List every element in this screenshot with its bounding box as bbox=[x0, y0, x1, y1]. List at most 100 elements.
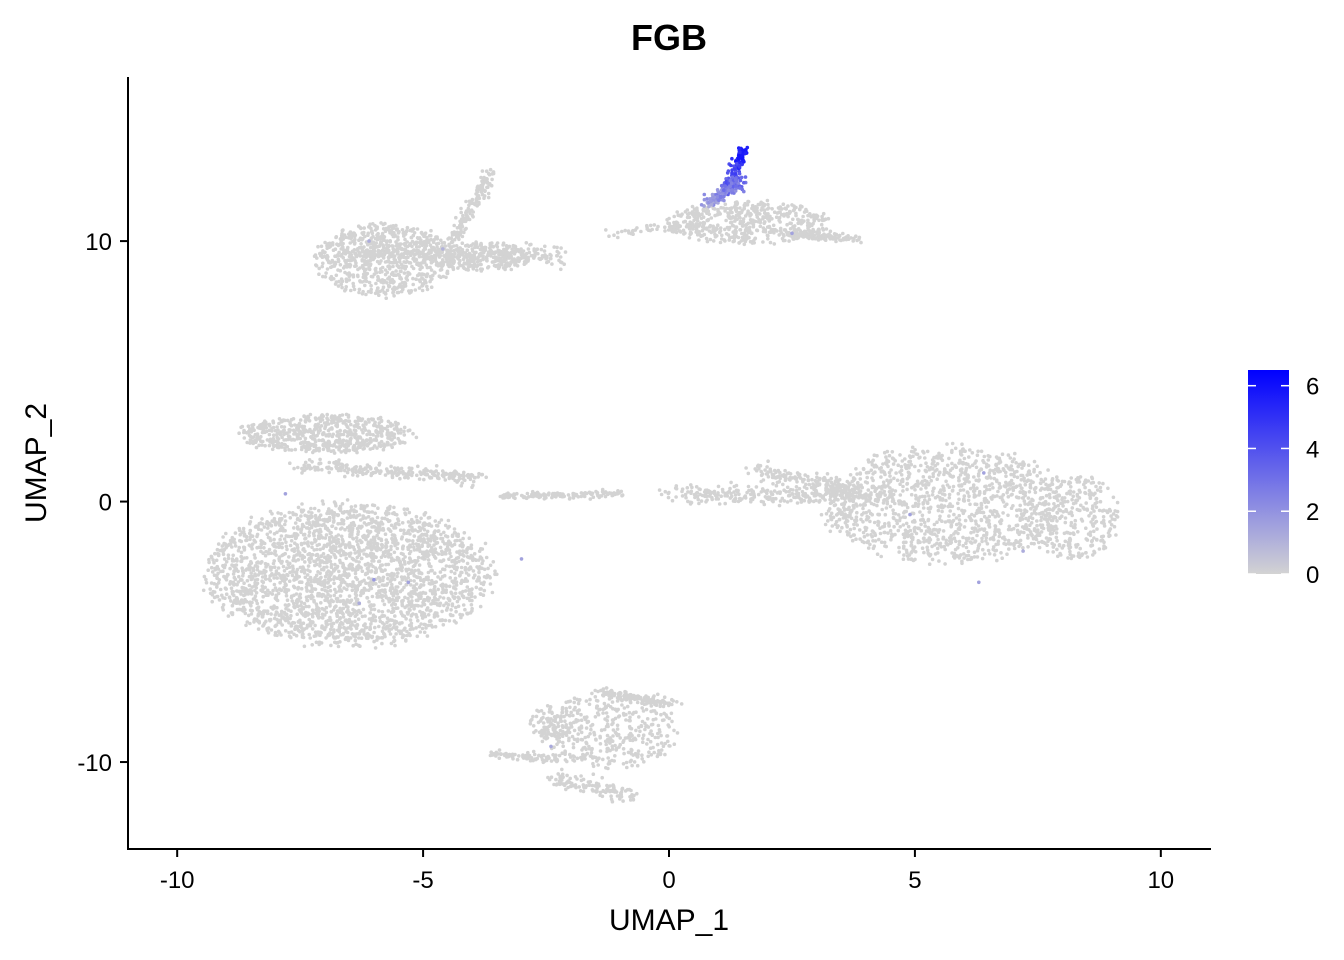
cell-point bbox=[1039, 477, 1043, 482]
cell-point bbox=[377, 441, 382, 446]
cell-point bbox=[823, 522, 828, 527]
cell-point bbox=[255, 567, 260, 572]
cell-point bbox=[368, 529, 373, 534]
cell-point bbox=[391, 594, 396, 598]
cell-point bbox=[358, 236, 363, 240]
cell-point bbox=[363, 614, 367, 618]
cell-point bbox=[437, 520, 442, 525]
cell-point bbox=[326, 428, 331, 433]
cell-point bbox=[402, 260, 406, 264]
cell-point bbox=[412, 545, 416, 550]
cell-point bbox=[1022, 499, 1027, 503]
cell-point bbox=[295, 437, 300, 441]
cell-point bbox=[468, 588, 472, 592]
cell-point bbox=[859, 517, 863, 522]
cell-point bbox=[407, 632, 411, 637]
cell-point bbox=[367, 600, 371, 604]
cell-point bbox=[347, 617, 352, 622]
cell-point bbox=[313, 587, 318, 592]
cell-point bbox=[481, 582, 486, 587]
cell-point bbox=[244, 587, 248, 591]
cell-point bbox=[363, 283, 367, 288]
cell-point bbox=[339, 418, 343, 423]
cell-point bbox=[366, 542, 370, 547]
cell-point bbox=[373, 423, 378, 428]
cell-point bbox=[334, 604, 338, 608]
cell-point bbox=[444, 552, 448, 556]
cell-point bbox=[392, 550, 397, 555]
cell-point bbox=[259, 539, 263, 543]
cell-point bbox=[459, 565, 464, 570]
cell-point bbox=[365, 546, 369, 550]
cell-point bbox=[1021, 491, 1026, 496]
cell-point bbox=[334, 235, 338, 240]
cell-point bbox=[249, 515, 254, 520]
cell-point bbox=[344, 571, 348, 576]
cell-point bbox=[331, 599, 336, 604]
cell-point bbox=[444, 548, 449, 553]
cell-point bbox=[255, 577, 260, 582]
cell-point bbox=[312, 506, 317, 511]
cell-point bbox=[366, 233, 370, 237]
cell-point bbox=[899, 479, 904, 483]
cell-point bbox=[395, 574, 399, 579]
cell-point bbox=[360, 263, 365, 268]
cell-point bbox=[454, 560, 459, 565]
cell-point bbox=[354, 575, 358, 580]
cell-point bbox=[434, 541, 439, 546]
cell-point bbox=[465, 551, 469, 555]
cell-point bbox=[249, 543, 254, 548]
cell-point bbox=[419, 571, 424, 576]
cell-point bbox=[415, 273, 420, 278]
cell-point bbox=[386, 436, 390, 440]
cell-point bbox=[374, 519, 378, 524]
cell-point bbox=[341, 598, 346, 603]
cell-point bbox=[488, 563, 493, 568]
cell-point bbox=[280, 553, 285, 558]
cell-point bbox=[356, 415, 360, 420]
cell-point bbox=[940, 509, 944, 514]
cell-point bbox=[453, 591, 458, 596]
cell-point bbox=[220, 544, 225, 548]
cell-point bbox=[475, 268, 479, 272]
cell-point bbox=[392, 635, 396, 639]
cell-point bbox=[871, 539, 875, 543]
cell-point bbox=[207, 560, 211, 565]
cell-point bbox=[824, 512, 829, 516]
cell-point bbox=[414, 587, 419, 591]
cell-point bbox=[340, 228, 345, 233]
cell-point bbox=[436, 598, 440, 602]
cell-point bbox=[430, 578, 434, 583]
cell-point bbox=[855, 523, 859, 527]
cell-point bbox=[402, 585, 406, 590]
cell-point bbox=[347, 541, 352, 545]
cell-point bbox=[408, 532, 412, 536]
cell-point bbox=[369, 569, 374, 573]
cell-point bbox=[429, 285, 434, 290]
cell-point bbox=[341, 443, 346, 447]
cell-point bbox=[222, 557, 227, 561]
cell-point bbox=[323, 426, 327, 431]
cell-point bbox=[465, 579, 470, 583]
cell-point bbox=[250, 608, 254, 613]
cell-point bbox=[363, 420, 368, 424]
cell-point bbox=[401, 544, 406, 548]
cell-point bbox=[1011, 482, 1015, 486]
cell-point bbox=[239, 425, 243, 430]
cell-point bbox=[312, 598, 316, 603]
cell-point bbox=[901, 523, 906, 527]
cell-point bbox=[469, 546, 474, 551]
cell-point bbox=[403, 626, 407, 631]
cell-point bbox=[390, 231, 395, 235]
cell-point bbox=[381, 598, 385, 603]
cell-point bbox=[319, 601, 323, 605]
cell-point bbox=[282, 569, 287, 573]
cell-point bbox=[426, 613, 431, 617]
cell-point bbox=[418, 272, 423, 277]
cell-point bbox=[239, 577, 243, 582]
cell-point bbox=[369, 236, 374, 240]
cell-point bbox=[289, 539, 294, 543]
cell-point bbox=[360, 292, 365, 296]
cell-point bbox=[363, 625, 368, 630]
cell-point bbox=[428, 609, 432, 613]
